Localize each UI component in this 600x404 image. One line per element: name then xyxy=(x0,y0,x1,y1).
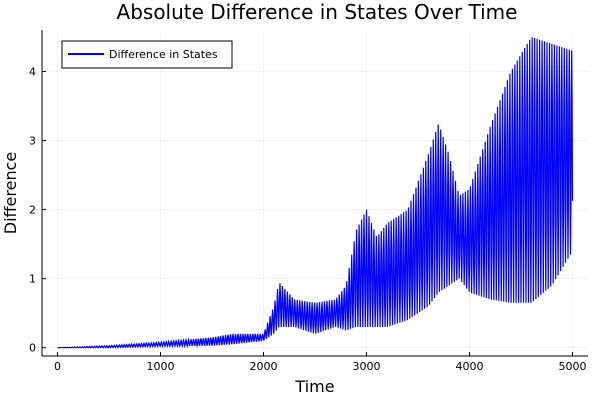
x-tick-label: 1000 xyxy=(146,360,174,373)
y-tick-label: 1 xyxy=(29,273,36,286)
x-tick-label: 4000 xyxy=(456,360,484,373)
y-axis-label: Difference xyxy=(1,152,20,234)
x-axis-label: Time xyxy=(294,377,334,396)
x-tick-label: 2000 xyxy=(249,360,277,373)
y-tick-label: 2 xyxy=(29,204,36,217)
x-tick-label: 5000 xyxy=(559,360,587,373)
chart-title: Absolute Difference in States Over Time xyxy=(117,0,518,24)
series-line-difference-in-states xyxy=(57,37,574,349)
y-tick-label: 4 xyxy=(29,65,36,78)
y-tick-label: 3 xyxy=(29,135,36,148)
legend-label: Difference in States xyxy=(109,48,218,61)
x-tick-label: 3000 xyxy=(353,360,381,373)
y-tick-label: 0 xyxy=(29,342,36,355)
series-layer xyxy=(57,37,574,349)
axes: 0 1000 2000 3000 4000 5000 0 1 2 3 4 xyxy=(29,30,588,373)
x-tick-label: 0 xyxy=(54,360,61,373)
legend: Difference in States xyxy=(61,40,233,69)
